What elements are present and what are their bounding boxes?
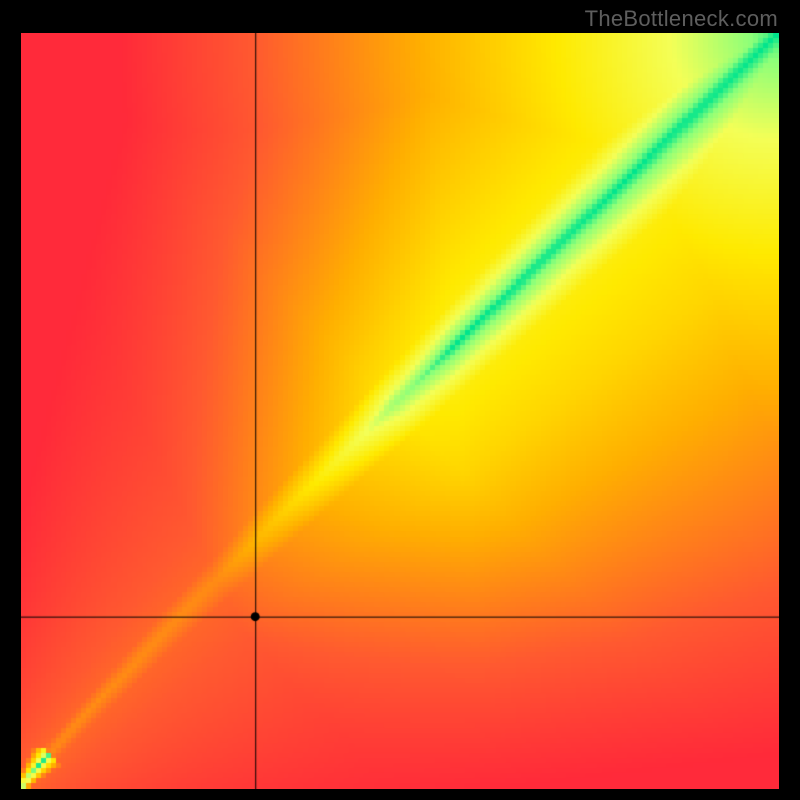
source-watermark: TheBottleneck.com: [585, 6, 778, 32]
bottleneck-heatmap: [21, 33, 779, 789]
